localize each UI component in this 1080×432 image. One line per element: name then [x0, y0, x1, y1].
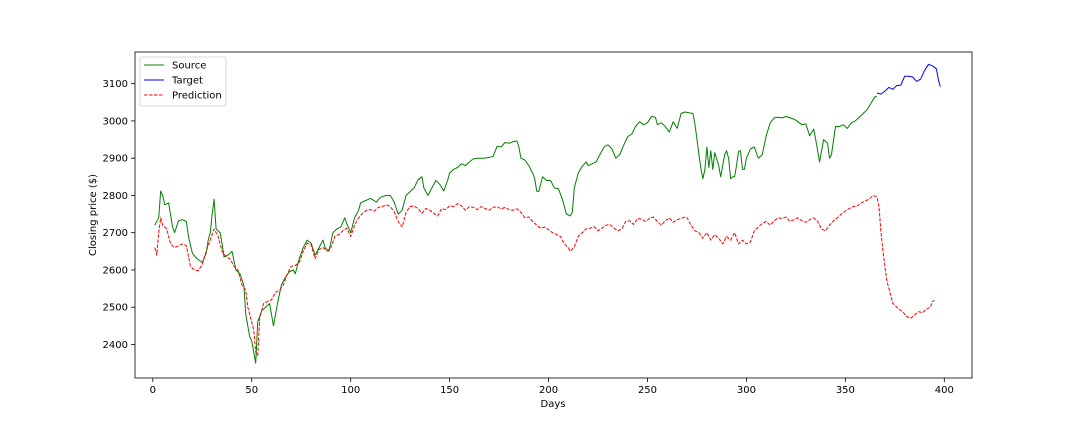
x-tick-label: 200	[539, 385, 558, 396]
y-tick-label: 3000	[103, 116, 128, 127]
legend-label-source: Source	[172, 61, 206, 72]
series-line-target	[876, 63, 941, 95]
legend: Source Target Prediction	[139, 56, 227, 107]
x-tick-label: 100	[341, 385, 360, 396]
series-layer	[154, 63, 941, 364]
legend-label-prediction: Prediction	[172, 91, 222, 102]
x-axis-label: Days	[541, 399, 566, 410]
y-axis-label: Closing price ($)	[88, 174, 99, 256]
x-tick-label: 150	[440, 385, 459, 396]
y-tick-label: 2700	[103, 228, 128, 239]
y-tick-label: 2900	[103, 154, 128, 165]
x-tick-label: 50	[245, 385, 258, 396]
y-axis-ticks: 2400 2500 2600 2700 2800 2900 3000 3100	[103, 79, 135, 351]
y-tick-label: 2800	[103, 191, 128, 202]
y-tick-label: 3100	[103, 79, 128, 90]
x-tick-label: 350	[836, 385, 855, 396]
x-tick-label: 300	[737, 385, 756, 396]
y-tick-label: 2600	[103, 265, 128, 276]
legend-label-target: Target	[171, 76, 203, 87]
y-tick-label: 2500	[103, 303, 128, 314]
x-tick-label: 400	[935, 385, 954, 396]
series-line-prediction	[154, 194, 935, 357]
x-tick-label: 250	[638, 385, 657, 396]
x-tick-label: 0	[150, 385, 156, 396]
legend-box	[139, 56, 227, 107]
plot-frame	[134, 51, 973, 379]
y-tick-label: 2400	[103, 340, 128, 351]
x-axis-ticks: 0 50 100 150 200 250 300 350 400	[150, 378, 954, 396]
